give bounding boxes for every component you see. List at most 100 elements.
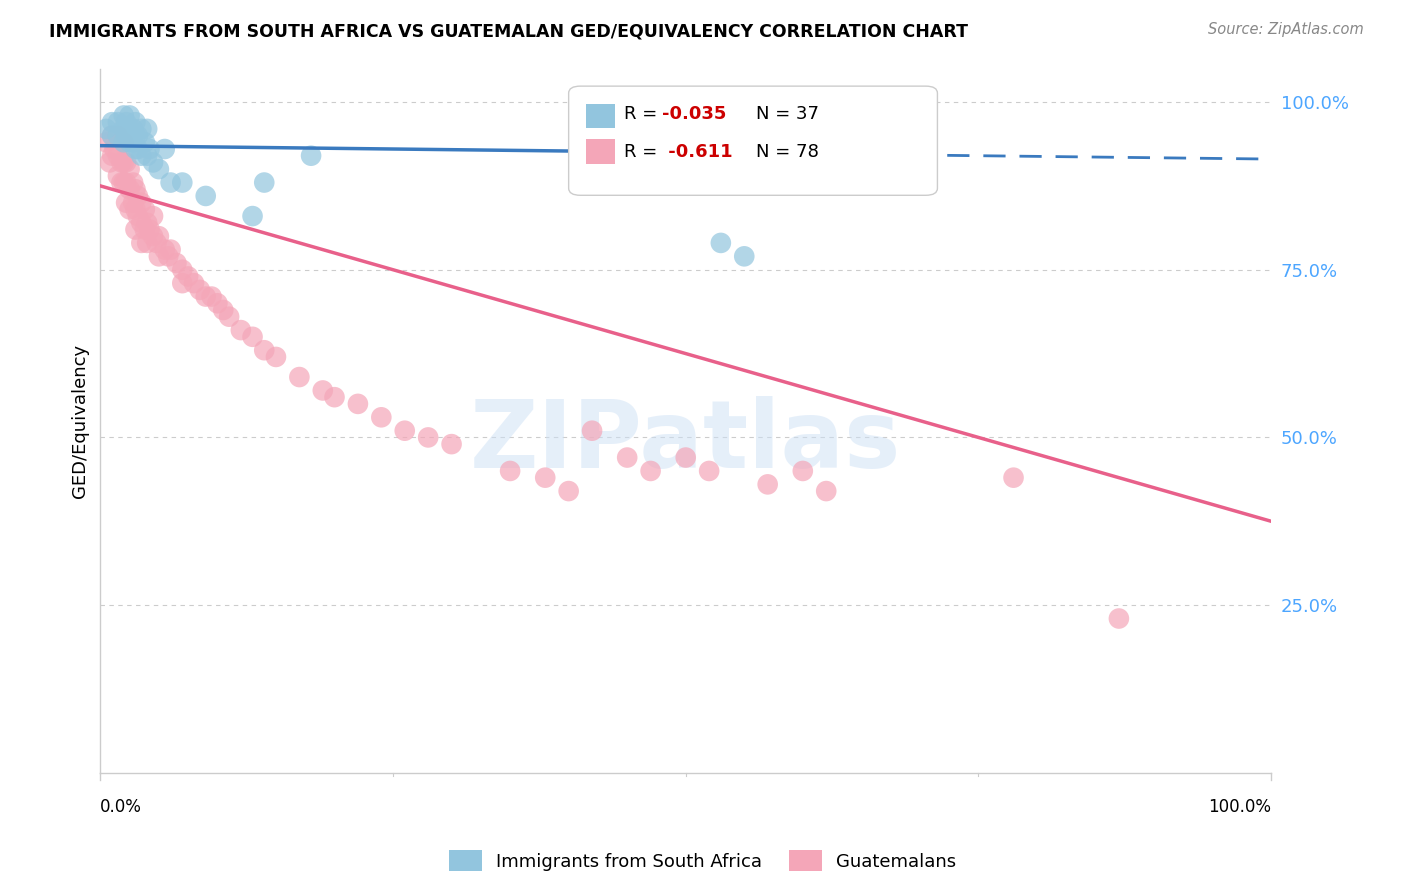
Point (733, 249, 755, 263)
Point (131, 235, 153, 250)
Text: R =: R = (624, 143, 662, 161)
Point (118, 136, 141, 150)
Point (118, 182, 141, 196)
Text: 0.0%: 0.0% (100, 797, 142, 815)
Point (131, 195, 153, 210)
Point (534, 470, 557, 484)
Point (194, 189, 217, 203)
Point (124, 142, 146, 156)
Point (101, 115, 124, 129)
Point (122, 176, 145, 190)
Point (218, 310, 240, 324)
Point (288, 370, 311, 384)
Bar (586, 139, 616, 163)
Text: ZIPatlas: ZIPatlas (470, 396, 901, 488)
Text: -0.611: -0.611 (662, 143, 733, 161)
Point (710, 235, 733, 250)
Text: R =: R = (624, 105, 662, 123)
Point (153, 142, 176, 156)
Point (172, 276, 194, 290)
Point (122, 121, 145, 136)
Point (112, 136, 135, 150)
Point (115, 155, 138, 169)
Point (312, 384, 335, 398)
Point (347, 397, 370, 411)
Point (101, 149, 124, 163)
Legend: Immigrants from South Africa, Guatemalans: Immigrants from South Africa, Guatemalan… (443, 843, 963, 879)
Point (112, 176, 135, 190)
Point (136, 235, 159, 250)
Point (499, 464, 522, 478)
Point (145, 235, 167, 250)
Point (138, 142, 160, 156)
Point (159, 176, 181, 190)
Point (675, 450, 697, 465)
Point (118, 202, 141, 217)
Point (242, 330, 264, 344)
Text: IMMIGRANTS FROM SOUTH AFRICA VS GUATEMALAN GED/EQUIVALENCY CORRELATION CHART: IMMIGRANTS FROM SOUTH AFRICA VS GUATEMAL… (49, 22, 969, 40)
Point (229, 323, 252, 337)
Point (122, 136, 145, 150)
Point (112, 121, 135, 136)
Point (118, 121, 141, 136)
Point (616, 450, 638, 465)
Point (212, 303, 235, 318)
Point (96, 136, 118, 150)
Text: N = 37: N = 37 (756, 105, 818, 123)
Point (127, 189, 149, 203)
Point (370, 410, 392, 425)
Point (122, 195, 145, 210)
Point (115, 195, 138, 210)
Point (299, 149, 322, 163)
Point (581, 424, 603, 438)
Point (183, 276, 205, 290)
Point (131, 149, 153, 163)
Point (1002, 470, 1025, 484)
Point (138, 222, 160, 236)
Point (103, 142, 125, 156)
Point (697, 464, 720, 478)
Point (242, 209, 264, 223)
Text: -0.035: -0.035 (662, 105, 727, 123)
Point (323, 390, 346, 404)
Point (107, 149, 129, 163)
Point (115, 128, 138, 143)
Point (418, 430, 440, 444)
Point (142, 229, 165, 244)
Point (172, 262, 194, 277)
Point (165, 256, 187, 270)
Point (148, 249, 170, 263)
Point (112, 136, 135, 150)
Point (640, 464, 662, 478)
Text: N = 78: N = 78 (756, 143, 818, 161)
Point (127, 209, 149, 223)
Point (142, 155, 165, 169)
Point (756, 477, 779, 491)
Point (188, 283, 211, 297)
Point (134, 202, 156, 217)
Point (98, 155, 121, 169)
Point (136, 149, 159, 163)
Point (134, 222, 156, 236)
Point (815, 484, 838, 499)
Point (127, 128, 149, 143)
Point (148, 162, 170, 177)
Point (124, 202, 146, 217)
Point (112, 155, 135, 169)
Point (124, 182, 146, 196)
Text: Source: ZipAtlas.com: Source: ZipAtlas.com (1208, 22, 1364, 37)
Point (124, 128, 146, 143)
Point (148, 229, 170, 244)
Text: 100.0%: 100.0% (1208, 797, 1271, 815)
Point (124, 222, 146, 236)
Point (96, 121, 118, 136)
Point (131, 121, 153, 136)
Point (440, 437, 463, 451)
Point (207, 296, 229, 310)
Point (264, 350, 287, 364)
Point (394, 424, 416, 438)
Bar (586, 103, 616, 128)
Point (1108, 611, 1130, 625)
Point (177, 269, 200, 284)
Point (194, 289, 217, 303)
